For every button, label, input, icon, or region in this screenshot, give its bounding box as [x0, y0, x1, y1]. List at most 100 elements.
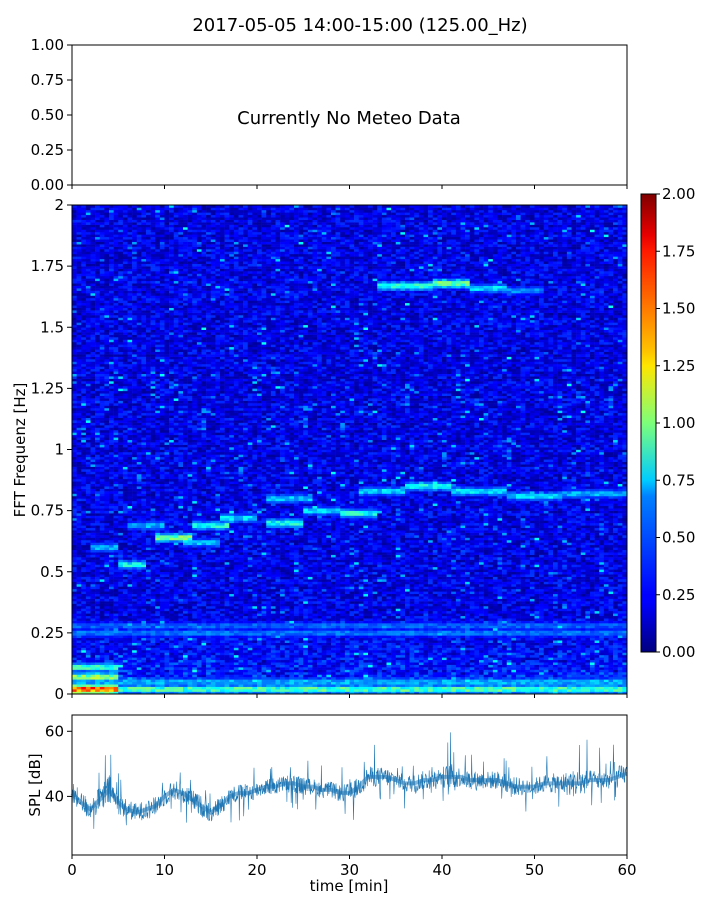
spectrogram-cell	[118, 317, 123, 320]
spectrogram-cell	[72, 388, 77, 391]
spectrogram-cell	[118, 364, 123, 367]
spectrogram-cell	[141, 476, 146, 479]
spectrogram-cell	[114, 667, 119, 670]
spectrogram-cell	[128, 396, 133, 399]
spectrogram-cell	[169, 435, 174, 438]
spectrogram-cell	[151, 264, 156, 267]
spectrogram-cell	[118, 513, 123, 516]
spectrogram-cell	[118, 251, 123, 254]
spectrogram-cell	[81, 498, 86, 501]
spectrogram-cell	[141, 261, 146, 264]
spectrogram-cell	[109, 249, 114, 252]
spectrogram-cell	[91, 396, 96, 399]
spectrogram-cell	[100, 220, 105, 223]
spectrogram-cell	[174, 479, 179, 482]
spectrogram-cell	[114, 672, 119, 675]
spectrogram-cell	[183, 633, 188, 636]
spectrogram-cell	[174, 364, 179, 367]
spectrogram-cell	[178, 410, 183, 413]
spectrogram-cell	[123, 542, 128, 545]
spectrogram-cell	[178, 626, 183, 629]
spectrogram-cell	[178, 251, 183, 254]
spectrogram-cell	[174, 227, 179, 230]
spectrogram-cell	[155, 447, 160, 450]
spectrogram-cell	[95, 467, 100, 470]
spectrogram-cell	[91, 589, 96, 592]
spectrogram-cell	[100, 606, 105, 609]
spectrogram-cell	[169, 325, 174, 328]
spectrogram-cell	[174, 670, 179, 673]
spectrogram-cell	[128, 229, 133, 232]
spectrogram-cell	[114, 621, 119, 624]
spectrogram-cell	[100, 657, 105, 660]
spectrogram-cell	[146, 481, 151, 484]
spectrogram-cell	[151, 540, 156, 543]
spectrogram-cell	[132, 577, 137, 580]
spectrogram-cell	[123, 264, 128, 267]
spectrogram-cell	[95, 538, 100, 541]
spectrogram-cell	[86, 586, 91, 589]
spectrogram-cell	[183, 621, 188, 624]
spectrogram-cell	[77, 374, 82, 377]
spectrogram-cell	[146, 388, 151, 391]
spectrogram-cell	[155, 652, 160, 655]
spectrogram-cell	[100, 626, 105, 629]
spectrogram-cell	[95, 679, 100, 682]
spectrogram-cell	[91, 599, 96, 602]
spectrogram-cell	[128, 662, 133, 665]
spectrogram-cell	[95, 376, 100, 379]
spectrogram-cell	[100, 386, 105, 389]
spectrogram-cell	[183, 386, 188, 389]
spectrogram-cell	[77, 591, 82, 594]
spectrogram-cell	[155, 291, 160, 294]
spectrogram-cell	[100, 371, 105, 374]
spectrogram-cell	[114, 247, 119, 250]
spectrogram-cell	[160, 657, 165, 660]
spectrogram-cell	[104, 547, 109, 550]
spectrogram-cell	[146, 672, 151, 675]
spectrogram-cell	[146, 437, 151, 440]
spectrogram-cell	[114, 586, 119, 589]
spectrogram-cell	[155, 379, 160, 382]
spectrogram-cell	[183, 550, 188, 553]
spectrogram-cell	[155, 242, 160, 245]
spectrogram-cell	[128, 564, 133, 567]
spectrogram-cell	[95, 408, 100, 411]
spectrogram-cell	[95, 300, 100, 303]
meteo-y-tick-label: 0.50	[31, 106, 64, 124]
spectrogram-cell	[118, 540, 123, 543]
spectrogram-cell	[169, 662, 174, 665]
spectrogram-cell	[114, 599, 119, 602]
spectrogram-cell	[109, 518, 114, 521]
spectrogram-cell	[81, 472, 86, 475]
spectrogram-cell	[155, 381, 160, 384]
spectrogram-cell	[118, 232, 123, 235]
spectrogram-cell	[123, 386, 128, 389]
spectrogram-cell	[151, 276, 156, 279]
spectrogram-cell	[141, 545, 146, 548]
spectrogram-cell	[118, 337, 123, 340]
spectrogram-cell	[178, 574, 183, 577]
spectrogram-cell	[114, 616, 119, 619]
spectrogram-cell	[178, 677, 183, 680]
spectrogram-cell	[81, 352, 86, 355]
spectrogram-cell	[141, 408, 146, 411]
spectrogram-cell	[77, 552, 82, 555]
spectrogram-cell	[151, 684, 156, 687]
spectrogram-cell	[160, 437, 165, 440]
spectrogram-cell	[104, 315, 109, 318]
spectrogram-cell	[86, 310, 91, 313]
spectrogram-cell	[178, 635, 183, 638]
spectrogram-cell	[123, 298, 128, 301]
spectrogram-cell	[100, 428, 105, 431]
spectrogram-cell	[81, 469, 86, 472]
spectrogram-cell	[132, 383, 137, 386]
spectrogram-cell	[174, 393, 179, 396]
spectrogram-cell	[146, 330, 151, 333]
spectrogram-cell	[72, 217, 77, 220]
spectrogram-cell	[109, 474, 114, 477]
spectrogram-cell	[91, 428, 96, 431]
spectrogram-cell	[160, 256, 165, 259]
spectrogram-cell	[169, 496, 174, 499]
spectrogram-cell	[95, 533, 100, 536]
